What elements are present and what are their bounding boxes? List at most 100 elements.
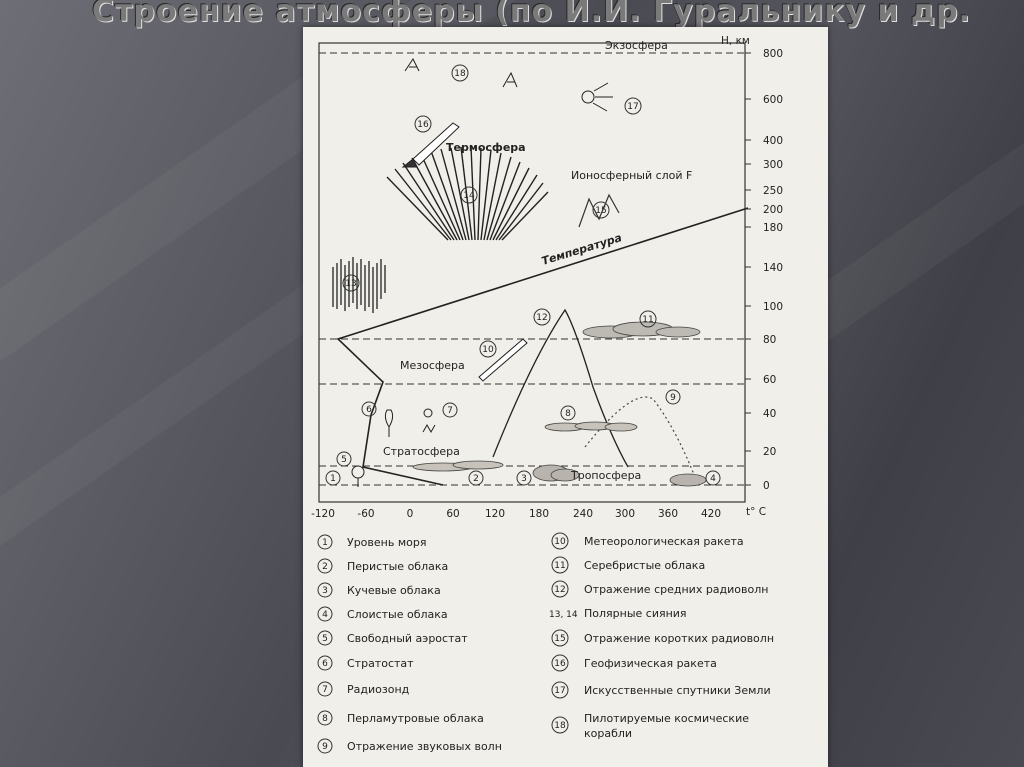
svg-text:14: 14 — [463, 191, 475, 201]
legend-text-18: Пилотируемые космические корабли — [584, 712, 749, 740]
marker-17: 17 — [624, 97, 642, 115]
svg-text:8: 8 — [322, 714, 328, 724]
y-tick-label: 80 — [763, 334, 776, 346]
svg-text:Свободный аэростат: Свободный аэростат — [347, 632, 468, 645]
y-tick-label: 40 — [763, 408, 776, 420]
svg-text:12: 12 — [536, 313, 547, 323]
svg-text:2: 2 — [322, 562, 328, 572]
y-axis: 800 600 400 300 250 200 180 140 100 80 6… — [745, 48, 783, 492]
nacreous-clouds-icon — [544, 421, 638, 432]
geophysical-rocket-icon — [401, 122, 460, 168]
svg-text:9: 9 — [322, 742, 328, 752]
svg-text:5: 5 — [341, 455, 347, 465]
legend: 1 Уровень моря 2 Перистые облака 3 Кучевые … — [317, 532, 774, 754]
y-tick-label: 200 — [763, 204, 783, 216]
svg-text:Слоистые облака: Слоистые облака — [347, 608, 448, 621]
marker-11: 11 — [639, 310, 657, 328]
marker-15: 15 — [592, 201, 610, 219]
y-tick: 300 — [745, 159, 783, 171]
diagram-markers: 1 2 3 4 5 6 7 8 9 10 11 12 13 14 15 16 1… — [325, 64, 721, 486]
x-tick-label: 420 — [701, 508, 721, 520]
x-axis: -120 -60 0 60 120 180 240 300 360 420 — [311, 508, 721, 520]
svg-text:Геофизическая ракета: Геофизическая ракета — [584, 657, 717, 670]
plot-frame — [318, 42, 746, 503]
svg-text:Стратостат: Стратостат — [347, 657, 414, 670]
y-tick-label: 180 — [763, 222, 783, 234]
meteorological-rocket-icon — [478, 338, 528, 382]
legend-item: 4 Слоистые облака — [317, 606, 448, 622]
mesosphere-label: Мезосфера — [400, 359, 465, 372]
y-tick: 0 — [745, 480, 770, 492]
svg-text:Отражение звуковых волн: Отражение звуковых волн — [347, 740, 502, 753]
aurora-fan-icon — [386, 146, 549, 241]
svg-text:3: 3 — [322, 586, 328, 596]
legend-item: 6 Стратостат — [317, 655, 414, 671]
svg-text:Метеорологическая ракета: Метеорологическая ракета — [584, 535, 744, 548]
legend-item: 12 Отражение средних радиоволн — [551, 580, 768, 598]
temperature-label: Температура — [540, 231, 623, 268]
marker-18: 18 — [451, 64, 469, 82]
svg-text:6: 6 — [366, 405, 372, 415]
x-tick-label: 120 — [485, 508, 505, 520]
svg-text:7: 7 — [322, 685, 328, 695]
svg-text:5: 5 — [322, 634, 328, 644]
satellite-icon — [581, 82, 613, 112]
y-tick-label: 600 — [763, 94, 783, 106]
troposphere-label: Тропосфера — [570, 469, 641, 482]
x-tick-label: 240 — [573, 508, 593, 520]
marker-12: 12 — [533, 308, 551, 326]
marker-6: 6 — [361, 401, 377, 417]
legend-item: 17 Искусственные спутники Земли — [551, 681, 771, 699]
svg-text:Радиозонд: Радиозонд — [347, 683, 410, 696]
y-tick-label: 0 — [763, 480, 770, 492]
y-tick-label: 20 — [763, 446, 776, 458]
svg-text:10: 10 — [554, 537, 566, 547]
svg-text:13: 13 — [345, 279, 356, 289]
legend-item: 16 Геофизическая ракета — [551, 654, 717, 672]
svg-text:13, 14: 13, 14 — [549, 610, 578, 620]
free-balloon-icon — [351, 465, 365, 487]
x-tick-label: 300 — [615, 508, 635, 520]
svg-text:Отражение коротких радиоволн: Отражение коротких радиоволн — [584, 632, 774, 645]
marker-16: 16 — [414, 115, 432, 133]
svg-text:Отражение средних радиоволн: Отражение средних радиоволн — [584, 583, 768, 596]
y-tick-label: 250 — [763, 185, 783, 197]
svg-text:4: 4 — [322, 610, 328, 620]
x-tick-label: -60 — [357, 508, 374, 520]
svg-text:15: 15 — [595, 206, 606, 216]
aurora-curtain-icon — [332, 257, 386, 313]
svg-text:1: 1 — [330, 474, 336, 484]
legend-item: 13, 14 Полярные сияния — [549, 607, 687, 620]
svg-text:3: 3 — [521, 474, 527, 484]
svg-text:6: 6 — [322, 659, 328, 669]
legend-item: 15 Отражение коротких радиоволн — [551, 629, 774, 647]
x-tick-label: -120 — [311, 508, 335, 520]
short-radio-wave-icon — [578, 193, 620, 228]
svg-text:17: 17 — [554, 686, 565, 696]
y-tick-label: 100 — [763, 301, 783, 313]
x-tick-label: 360 — [658, 508, 678, 520]
y-tick: 100 — [745, 301, 783, 313]
svg-text:17: 17 — [627, 102, 638, 112]
legend-item: 1 Уровень моря — [317, 534, 426, 550]
legend-item: 11 Серебристые облака — [551, 556, 705, 574]
svg-text:9: 9 — [670, 393, 676, 403]
x-axis-label: t° C — [746, 506, 766, 518]
svg-text:11: 11 — [554, 561, 565, 571]
sound-wave-path — [584, 396, 696, 478]
y-tick: 140 — [745, 262, 783, 274]
noctilucent-clouds-icon — [582, 321, 701, 339]
svg-text:Уровень моря: Уровень моря — [347, 536, 426, 549]
y-tick: 80 — [745, 334, 776, 346]
svg-text:2: 2 — [473, 474, 479, 484]
temperature-curve — [336, 207, 749, 486]
svg-text:4: 4 — [710, 474, 716, 484]
y-tick: 400 — [745, 135, 783, 147]
marker-3: 3 — [516, 470, 532, 486]
svg-text:18: 18 — [554, 721, 566, 731]
stratus-clouds-icon — [669, 473, 707, 487]
marker-9: 9 — [665, 389, 681, 405]
diagram-canvas: Экзосфера Термосфера Ионосферный слой F … — [311, 35, 783, 754]
slide-title: Строение атмосферы (по И.И. Гуральнику и… — [92, 0, 972, 29]
x-tick-label: 60 — [446, 508, 459, 520]
